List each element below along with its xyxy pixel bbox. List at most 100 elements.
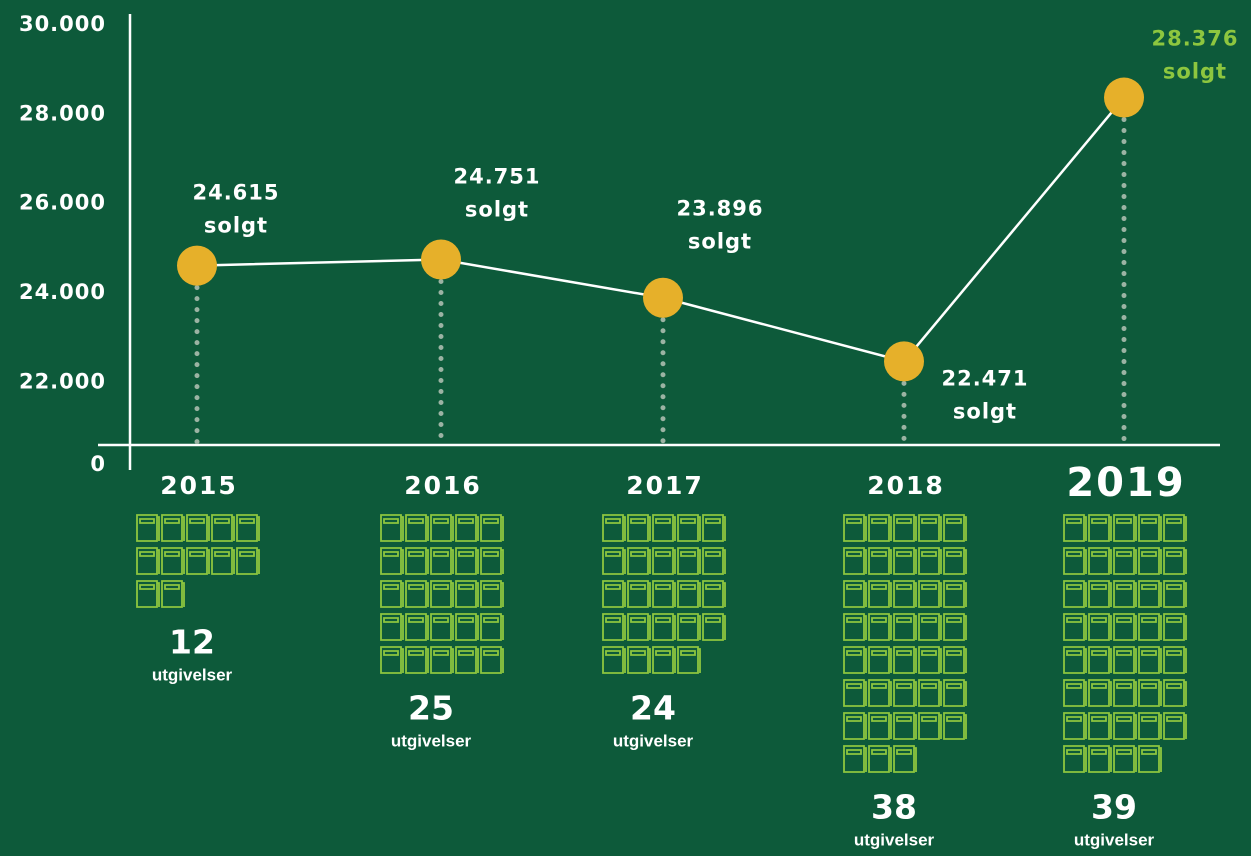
book-icon xyxy=(702,514,726,542)
release-unit: utgivelser xyxy=(1074,830,1155,849)
book-shape xyxy=(161,547,185,575)
book-icon xyxy=(843,514,867,542)
book-shape xyxy=(602,580,626,608)
book-icon xyxy=(1138,580,1162,608)
book-icon xyxy=(868,613,892,641)
book-icon xyxy=(843,580,867,608)
point xyxy=(884,341,924,382)
book-icon xyxy=(1138,547,1162,575)
book-icon xyxy=(186,514,210,542)
book-shape xyxy=(677,613,701,641)
release-count: 39 xyxy=(1091,788,1137,827)
book-shape xyxy=(455,547,479,575)
book-shape xyxy=(843,547,867,575)
book-shape xyxy=(893,679,917,707)
book-icon xyxy=(1113,580,1137,608)
data-label: 23.896 xyxy=(676,197,763,221)
data-label-unit: solgt xyxy=(1163,60,1227,84)
book-shape xyxy=(702,547,726,575)
book-shape xyxy=(1113,547,1137,575)
book-icon xyxy=(868,679,892,707)
book-icon xyxy=(677,613,701,641)
point xyxy=(1104,77,1144,118)
book-icon xyxy=(893,745,917,773)
book-shape xyxy=(1113,646,1137,674)
book-icon xyxy=(702,547,726,575)
book-icon xyxy=(843,679,867,707)
book-shape xyxy=(211,514,235,542)
book-shape xyxy=(702,514,726,542)
book-shape xyxy=(652,514,676,542)
book-shape xyxy=(380,514,404,542)
book-icon xyxy=(627,613,651,641)
release-count: 25 xyxy=(408,689,454,728)
book-shape xyxy=(1063,580,1087,608)
book-shape xyxy=(868,679,892,707)
book-icon xyxy=(1113,646,1137,674)
book-icon xyxy=(380,613,404,641)
book-shape xyxy=(893,646,917,674)
book-shape xyxy=(480,646,504,674)
book-shape xyxy=(893,745,917,773)
release-unit: utgivelser xyxy=(391,731,472,750)
book-icon xyxy=(455,547,479,575)
book-icon xyxy=(918,580,942,608)
book-icon xyxy=(405,646,429,674)
book-icon xyxy=(1163,712,1187,740)
book-icon xyxy=(1088,580,1112,608)
book-icon xyxy=(480,646,504,674)
book-icon xyxy=(893,712,917,740)
y-tick-label: 22.000 xyxy=(19,369,106,393)
book-shape xyxy=(652,646,676,674)
book-shape xyxy=(1088,514,1112,542)
book-shape xyxy=(186,547,210,575)
book-shape xyxy=(893,547,917,575)
book-shape xyxy=(943,646,967,674)
book-shape xyxy=(1088,679,1112,707)
book-icon xyxy=(136,547,160,575)
book-shape xyxy=(602,514,626,542)
book-icon xyxy=(602,580,626,608)
book-shape xyxy=(627,646,651,674)
book-shape xyxy=(136,580,160,608)
book-shape xyxy=(1113,514,1137,542)
book-shape xyxy=(1088,547,1112,575)
book-shape xyxy=(868,580,892,608)
book-shape xyxy=(868,712,892,740)
book-shape xyxy=(430,580,454,608)
book-icon xyxy=(1088,679,1112,707)
book-icon xyxy=(161,547,185,575)
book-icon xyxy=(652,646,676,674)
book-shape xyxy=(602,547,626,575)
x-tick-label: 2017 xyxy=(626,471,704,500)
book-shape xyxy=(405,547,429,575)
book-shape xyxy=(1113,613,1137,641)
book-shape xyxy=(868,646,892,674)
book-icon xyxy=(1088,547,1112,575)
book-icon xyxy=(1138,514,1162,542)
book-icon xyxy=(627,646,651,674)
book-shape xyxy=(843,679,867,707)
book-icon xyxy=(380,514,404,542)
book-shape xyxy=(677,547,701,575)
book-icon xyxy=(1088,712,1112,740)
book-shape xyxy=(1138,646,1162,674)
book-icon xyxy=(602,613,626,641)
book-shape xyxy=(455,580,479,608)
book-shape xyxy=(161,580,185,608)
book-shape xyxy=(1138,613,1162,641)
book-shape xyxy=(136,547,160,575)
book-icon xyxy=(405,613,429,641)
book-shape xyxy=(652,580,676,608)
book-icon xyxy=(380,547,404,575)
book-icon xyxy=(1088,613,1112,641)
book-shape xyxy=(943,580,967,608)
x-tick-label: 2015 xyxy=(160,471,238,500)
book-shape xyxy=(380,613,404,641)
book-shape xyxy=(1163,679,1187,707)
book-icon xyxy=(627,580,651,608)
book-icon xyxy=(1113,745,1137,773)
book-shape xyxy=(843,712,867,740)
